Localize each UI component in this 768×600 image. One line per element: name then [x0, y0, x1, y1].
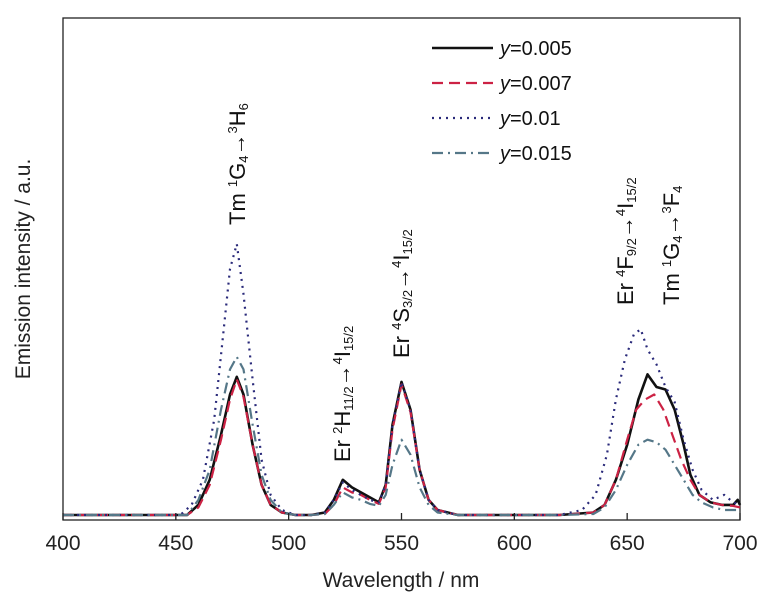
legend-label: y=0.005	[498, 38, 572, 60]
x-tick-label: 700	[722, 532, 757, 555]
x-tick-label: 550	[384, 532, 419, 555]
x-tick-label: 450	[158, 532, 193, 555]
peak-annotations: Tm 1G4→3H6 Er 2H11/2→4I15/2 Er 4S3/2→4I15/…	[225, 103, 685, 462]
legend: y=0.005 y=0.007 y=0.01 y=0.015	[432, 38, 572, 165]
annotation-er-red: Er 4F9/2→4I15/2	[613, 177, 639, 305]
series-layer	[63, 242, 742, 517]
series-line-4	[63, 355, 740, 517]
annotation-tm-blue: Tm 1G4→3H6	[225, 103, 251, 225]
legend-label: y=0.015	[498, 143, 572, 165]
y-axis-title: Emission intensity / a.u.	[12, 159, 35, 380]
legend-label: y=0.01	[498, 108, 561, 130]
annotation-er-green2: Er 4S3/2→4I15/2	[389, 229, 415, 358]
x-tick-label: 500	[271, 532, 306, 555]
x-axis-title: Wavelength / nm	[323, 569, 480, 592]
annotation-er-green1: Er 2H11/2→4I15/2	[330, 326, 356, 462]
x-axis-ticks: 400 450 500 550 600 650 700	[45, 513, 758, 555]
x-tick-label: 400	[45, 532, 80, 555]
annotation-tm-red: Tm 1G4→3F4	[659, 186, 685, 305]
plot-area: 400 450 500 550 600 650 700	[45, 17, 758, 555]
x-tick-label: 650	[610, 532, 645, 555]
series-line-3	[63, 242, 741, 517]
x-tick-label: 600	[497, 532, 532, 555]
legend-label: y=0.007	[498, 73, 572, 95]
series-line-2	[63, 378, 741, 517]
